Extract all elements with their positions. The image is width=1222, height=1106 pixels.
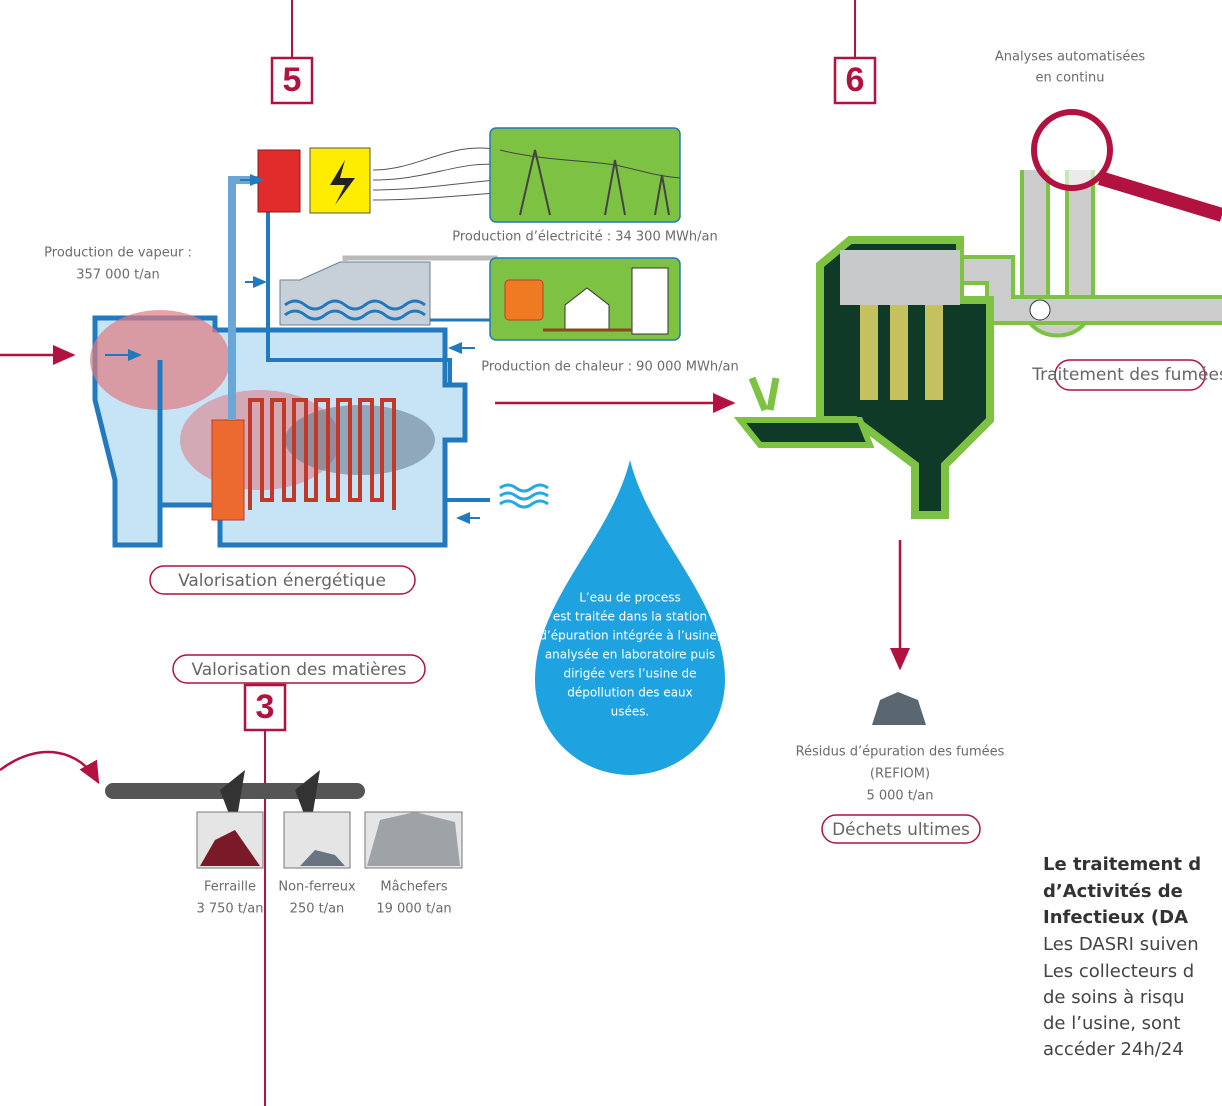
residue-label: (REFIOM) <box>870 767 930 782</box>
note-line: d’épuration intégrée à l’usine, <box>539 629 720 643</box>
note-line: dépollution des eaux <box>567 686 693 700</box>
residue-label: 5 000 t/an <box>866 789 933 804</box>
heat-panel <box>490 258 680 340</box>
material-amount: 19 000 t/an <box>376 902 451 917</box>
note-line: analysée en laboratoire puis <box>545 648 715 662</box>
dasri-body: de soins à risqu <box>1043 987 1185 1008</box>
material-amount: 250 t/an <box>290 902 345 917</box>
electricity-panel <box>490 128 680 222</box>
section-title: Valorisation des matières <box>191 660 406 680</box>
diagram: 5 6 3 Production de vapeur : 357 000 t/a… <box>0 0 1222 1106</box>
dasri-heading: Le traitement d <box>1043 854 1201 875</box>
residue-pile <box>872 692 926 725</box>
step-number: 5 <box>283 61 302 99</box>
step-6: 6 <box>835 0 875 103</box>
step-3: 3 <box>245 685 285 1106</box>
residue-label: Résidus d’épuration des fumées <box>796 745 1005 760</box>
section-title: Déchets ultimes <box>832 820 970 840</box>
dasri-heading: d’Activités de <box>1043 881 1183 902</box>
dasri-body: de l’usine, sont <box>1043 1013 1181 1034</box>
section-title: Valorisation énergétique <box>178 571 386 591</box>
sorting-line <box>105 770 462 868</box>
note-line: dirigée vers l’usine de <box>563 667 696 681</box>
step-5: 5 <box>272 0 312 103</box>
electricity-label: Production d’électricité : 34 300 MWh/an <box>452 230 718 245</box>
analysis-label: Analyses automatisées <box>995 50 1145 65</box>
material-name: Mâchefers <box>380 880 447 895</box>
note-line: usées. <box>611 705 650 719</box>
step-number: 3 <box>256 688 275 726</box>
fumes-plant <box>740 112 1222 515</box>
material-amount: 3 750 t/an <box>196 902 263 917</box>
dasri-text: Le traitement d d’Activités de Infectieu… <box>1043 854 1201 1060</box>
note-line: est traitée dans la station <box>553 610 707 624</box>
dasri-body: Les collecteurs d <box>1043 961 1194 982</box>
step-number: 6 <box>846 61 865 99</box>
flow-arrow <box>0 752 98 782</box>
steam-label: 357 000 t/an <box>76 268 160 283</box>
note-line: L’eau de process <box>579 591 681 605</box>
heat-label: Production de chaleur : 90 000 MWh/an <box>481 360 738 375</box>
material-name: Ferraille <box>204 880 256 895</box>
steam-label: Production de vapeur : <box>44 246 192 261</box>
dasri-body: accéder 24h/24 <box>1043 1039 1184 1060</box>
analysis-label: en continu <box>1036 71 1105 86</box>
material-name: Non-ferreux <box>278 880 356 895</box>
dasri-body: Les DASRI suiven <box>1043 934 1199 955</box>
section-title: Traitement des fumées <box>1031 365 1222 385</box>
dasri-heading: Infectieux (DA <box>1043 907 1188 928</box>
